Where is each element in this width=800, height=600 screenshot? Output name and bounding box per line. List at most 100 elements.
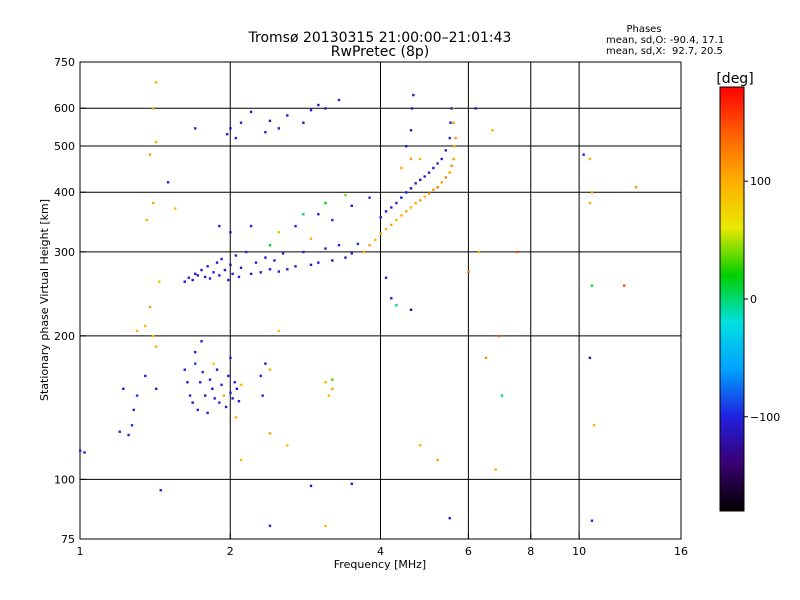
data-point [122,387,125,391]
data-point [423,195,426,198]
data-point [337,98,341,102]
data-point [212,271,215,274]
data-point [218,274,221,277]
data-point [409,129,413,132]
data-point [268,244,272,247]
data-point [234,416,238,419]
data-point [409,157,413,161]
y-tick-label: 500 [54,140,75,153]
data-point [362,250,366,254]
data-point [268,432,272,435]
y-tick-label: 750 [54,56,75,69]
data-point [132,408,135,412]
data-point [590,191,594,194]
data-point [477,250,481,254]
data-point [239,458,243,462]
x-axis-ticks: 1 2 4 6 8 10 16 [77,533,688,558]
data-point [208,277,212,280]
x-tick-label: 4 [377,545,384,558]
y-tick-label: 75 [61,533,75,546]
data-point [229,263,232,267]
data-point [127,433,130,437]
y-axis-ticks: 750 600 500 400 300 200 100 75 [54,56,86,546]
data-point [452,121,455,124]
y-tick-label: 300 [54,246,75,259]
data-point [183,280,186,283]
data-point [188,394,192,397]
data-point [423,175,426,178]
data-point [268,524,272,528]
data-point [436,162,439,165]
colorbar: [deg] 100 0 −100 [716,71,780,512]
y-tick-label: 400 [54,186,75,199]
data-point [444,149,447,152]
data-point [444,176,447,179]
data-point [231,397,234,400]
data-point [211,387,214,391]
data-point [208,378,212,381]
data-point [79,449,82,452]
data-point [448,136,451,140]
data-point [118,430,121,433]
data-point [186,381,189,384]
data-point [249,224,253,228]
data-point [234,254,238,257]
data-point [244,250,248,254]
data-point [151,334,155,338]
grid [80,62,681,539]
data-point [302,121,305,124]
data-point [196,274,199,277]
data-point [350,252,353,255]
data-point [317,213,320,216]
data-point [215,368,219,371]
data-point [436,186,439,189]
data-point [229,127,232,130]
data-point [414,201,417,205]
data-point [173,207,177,210]
data-point [440,157,443,161]
data-point [233,381,236,384]
data-point [229,356,232,360]
data-point [183,368,186,371]
data-point [191,278,194,282]
data-point [158,280,161,283]
data-point [419,444,422,447]
data-point [379,232,382,235]
data-point [224,405,228,409]
data-point [374,238,377,242]
data-point [239,383,243,387]
data-point [239,266,243,269]
data-point [155,345,158,348]
data-point [200,340,203,343]
data-point [268,368,272,371]
data-point [309,484,313,488]
data-point [454,136,457,140]
data-point [277,329,281,333]
data-point [324,524,327,528]
data-point [309,237,313,240]
data-point [220,383,223,387]
data-point [331,387,334,391]
colorbar-tick-label: 100 [750,175,771,188]
data-point [448,517,451,520]
data-point [206,265,209,268]
data-point [277,270,281,273]
data-point [294,224,297,228]
data-point [206,411,209,415]
data-point [261,394,264,397]
data-point [302,250,305,254]
data-point [155,140,158,144]
data-point [427,171,431,174]
y-tick-label: 600 [54,102,75,115]
data-point [83,451,86,454]
data-point [588,157,592,161]
data-point [218,224,221,228]
data-point [237,400,241,403]
data-point [350,482,353,485]
data-point [229,231,232,234]
data-point [194,272,197,276]
data-point [227,374,230,378]
data-point [395,304,398,307]
data-point [384,210,388,213]
data-point [592,424,596,427]
